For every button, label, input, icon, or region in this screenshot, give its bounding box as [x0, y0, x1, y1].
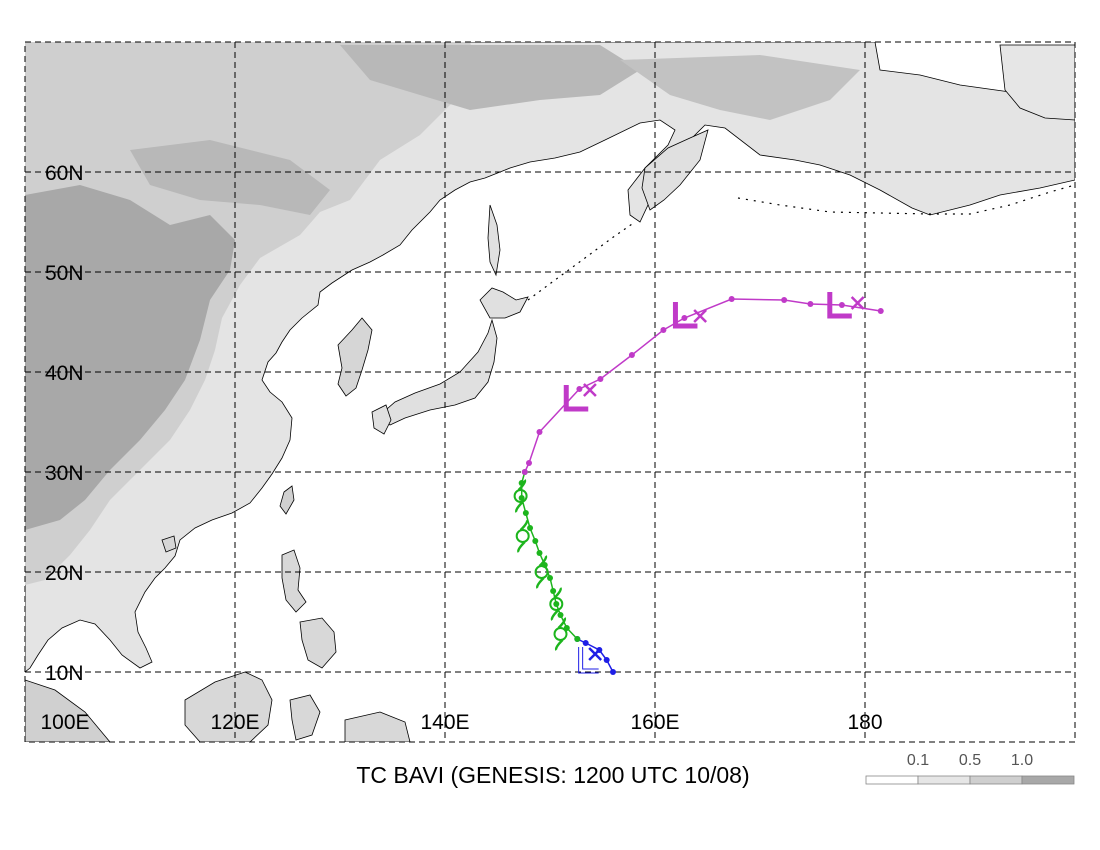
- longitude-label: 160E: [630, 711, 679, 734]
- longitude-labels: 100E 120E 140E 160E 180: [40, 711, 882, 734]
- tropical-storm-symbol: [553, 617, 568, 651]
- extratropical-track-point: [521, 469, 528, 475]
- extratropical-track-point: [877, 308, 884, 314]
- latitude-label: 20N: [45, 562, 84, 585]
- early-track-point: [603, 657, 610, 663]
- kamchatka: [641, 129, 709, 211]
- legend-swatch: [917, 775, 971, 785]
- longitude-label: 140E: [420, 711, 469, 734]
- hainan: [161, 535, 177, 553]
- kuril-islands: [527, 221, 636, 301]
- far-east-shading: [620, 55, 860, 120]
- japan-hokkaido: [479, 287, 529, 319]
- shading-legend: 0.1 0.5 1.0: [865, 752, 1075, 785]
- extratropical-track-point: [838, 302, 845, 308]
- luzon: [281, 549, 307, 613]
- map-frame: [24, 41, 1076, 743]
- taiwan: [279, 485, 295, 515]
- tropical-track-point: [547, 575, 553, 581]
- tropical-track-point: [527, 525, 534, 531]
- tropical-track-point: [557, 612, 564, 618]
- interior-shading-dark: [25, 185, 235, 530]
- latitude-label: 50N: [45, 262, 84, 285]
- latitude-label: 30N: [45, 462, 84, 485]
- legend-label: 0.5: [959, 752, 981, 769]
- legend-label: 0.1: [907, 752, 929, 769]
- sumatra-malaya: [25, 679, 111, 742]
- extratropical-track-point: [728, 296, 735, 302]
- borneo: [184, 671, 273, 742]
- extratropical-track-point: [597, 376, 604, 382]
- alaska: [999, 44, 1075, 121]
- tropical-storm-symbol: [534, 555, 549, 589]
- extratropical-track-point: [807, 301, 814, 307]
- cross-symbol: [583, 383, 597, 397]
- tropical-storm-symbol: [549, 587, 564, 621]
- interior-shading-light: [25, 42, 480, 585]
- figure-title: TC BAVI (GENESIS: 1200 UTC 10/08): [356, 762, 749, 788]
- extratropical-track-point: [536, 429, 543, 435]
- genesis-low-symbol: [578, 647, 599, 674]
- cross-symbol: [850, 296, 865, 310]
- extratropical-track-point: [660, 327, 667, 333]
- tropical-track-point: [553, 601, 560, 607]
- extratropical-track-point: [576, 386, 583, 392]
- cross-symbol: [588, 647, 603, 661]
- tropical-track-line: [520, 471, 578, 640]
- tropical-track-point: [550, 588, 557, 594]
- tropical-track-point: [532, 538, 539, 544]
- mongolia-shading: [130, 140, 330, 215]
- low-pressure-symbol: [563, 385, 589, 412]
- latitude-label: 40N: [45, 362, 84, 385]
- longitude-label: 180: [847, 711, 882, 734]
- longitude-label: 120E: [210, 711, 259, 734]
- extratropical-track-line: [524, 298, 881, 473]
- sulawesi: [289, 694, 321, 741]
- tropical-track-point: [536, 550, 543, 556]
- latitude-labels: 10N 20N 30N 40N 50N 60N: [45, 162, 84, 685]
- early-track-point: [582, 640, 589, 646]
- cyclone-track: [513, 292, 884, 675]
- mindanao-visayas: [299, 617, 337, 669]
- japan-honshu: [379, 318, 498, 426]
- lat-lon-grid: [25, 42, 1075, 742]
- extratropical-track-point: [526, 460, 532, 466]
- sakhalin: [487, 204, 501, 277]
- terrain-shading: [25, 42, 1075, 742]
- latitude-label: 10N: [45, 662, 84, 685]
- tropical-track-point: [574, 636, 581, 642]
- tropical-track-point: [518, 495, 525, 501]
- tropical-storm-symbol: [513, 479, 528, 513]
- extratropical-track-point: [781, 297, 788, 303]
- korea: [337, 317, 373, 397]
- early-track-point: [610, 669, 616, 675]
- new-guinea: [344, 711, 411, 742]
- extratropical-track-point: [681, 315, 688, 321]
- legend-swatch: [1021, 775, 1075, 785]
- legend-swatch: [865, 775, 919, 785]
- legend-label: 1.0: [1011, 752, 1033, 769]
- aleutian-islands: [737, 184, 1075, 215]
- tropical-storm-symbol: [515, 519, 530, 553]
- cross-symbol: [693, 309, 708, 323]
- latitude-label: 60N: [45, 162, 84, 185]
- siberia-shading: [340, 45, 640, 110]
- longitude-label: 100E: [40, 711, 89, 734]
- low-pressure-symbol: [672, 302, 698, 329]
- tropical-track-point: [522, 510, 529, 516]
- low-pressure-symbol: [827, 292, 852, 319]
- legend-swatch: [969, 775, 1023, 785]
- japan-kyushu: [371, 404, 392, 435]
- extratropical-track-point: [628, 352, 635, 358]
